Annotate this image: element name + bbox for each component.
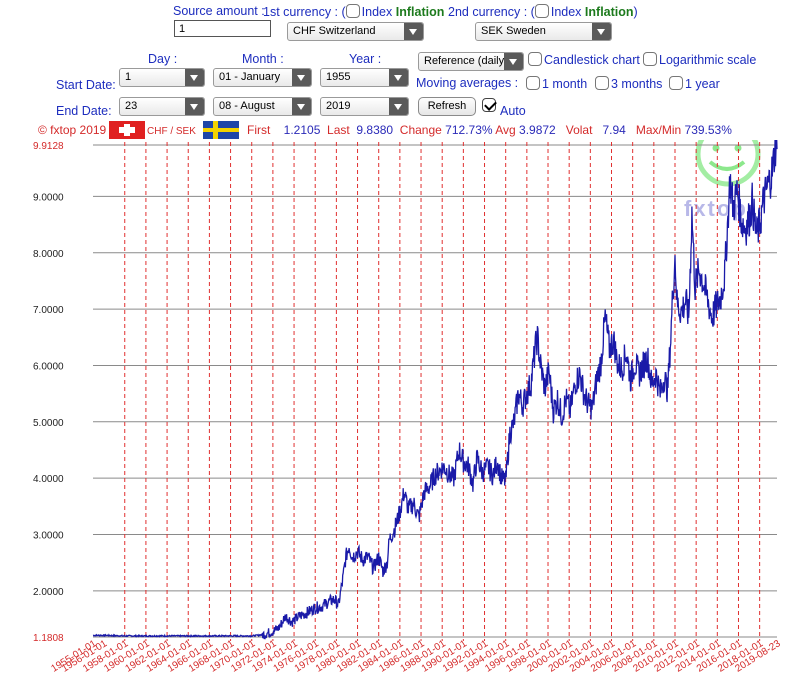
y-tick-label: 2.0000 bbox=[33, 587, 64, 598]
reference-select[interactable]: Reference (daily) bbox=[418, 52, 524, 71]
swiss-flag-icon bbox=[109, 121, 145, 139]
y-tick-label: 5.0000 bbox=[33, 418, 64, 429]
y-tick-label: 4.0000 bbox=[33, 474, 64, 485]
last-label: Last bbox=[327, 123, 350, 137]
volat-label: Volat bbox=[565, 123, 593, 137]
start-date-label: Start Date: bbox=[56, 78, 116, 92]
y-tick-label: 9.9128 bbox=[33, 141, 64, 152]
auto-option[interactable] bbox=[482, 98, 498, 113]
second-currency-text: 2nd currency : ( bbox=[448, 5, 535, 19]
start-day-select[interactable]: 1 bbox=[119, 68, 205, 87]
start-year-value: 1955 bbox=[326, 71, 351, 83]
ma-1-month-label: 1 month bbox=[542, 77, 588, 91]
auto-checkbox[interactable] bbox=[482, 98, 496, 112]
first-currency-index-label: Index bbox=[361, 5, 393, 19]
refresh-button[interactable]: Refresh bbox=[418, 97, 476, 116]
first-currency-select[interactable]: CHF Switzerland bbox=[287, 22, 424, 41]
first-currency-value: CHF Switzerland bbox=[293, 25, 376, 37]
ma-1-year-label: 1 year bbox=[685, 77, 720, 91]
start-month-value: 01 - January bbox=[219, 71, 281, 83]
candlestick-checkbox[interactable] bbox=[528, 52, 542, 66]
second-currency-index-label: Index bbox=[550, 5, 582, 19]
end-month-value: 08 - August bbox=[219, 100, 275, 112]
volat-value: 7.94 bbox=[602, 123, 626, 137]
source-amount-input[interactable] bbox=[174, 20, 271, 37]
candlestick-label: Candlestick chart bbox=[544, 53, 640, 67]
chevron-down-icon bbox=[404, 23, 423, 40]
chevron-down-icon bbox=[592, 23, 611, 40]
chevron-down-icon bbox=[292, 98, 311, 115]
chevron-down-icon bbox=[185, 69, 204, 86]
end-month-select[interactable]: 08 - August bbox=[213, 97, 312, 116]
chevron-down-icon bbox=[185, 98, 204, 115]
log-scale-checkbox[interactable] bbox=[643, 52, 657, 66]
maxmin-value: 739.53% bbox=[684, 123, 732, 137]
change-value: 712.73% bbox=[445, 123, 493, 137]
y-tick-label: 6.0000 bbox=[33, 361, 64, 372]
second-currency-label: 2nd currency : ( Index Inflation) bbox=[448, 4, 638, 19]
chevron-down-icon bbox=[389, 98, 408, 115]
chevron-down-icon bbox=[504, 53, 523, 70]
ma-1-year-checkbox[interactable] bbox=[669, 76, 683, 90]
second-currency-close-paren: ) bbox=[633, 5, 638, 19]
maxmin-label: Max/Min bbox=[635, 123, 682, 137]
first-value: 1.2105 bbox=[283, 123, 321, 137]
source-amount-label: Source amount : bbox=[173, 4, 265, 18]
chevron-down-icon bbox=[389, 69, 408, 86]
stats-line: First 1.2105 Last 9.8380 Change 712.73% … bbox=[247, 123, 732, 137]
first-currency-inflation-label: Inflation bbox=[395, 5, 445, 19]
chevron-down-icon bbox=[292, 69, 311, 86]
first-label: First bbox=[247, 123, 271, 137]
ma-3-months-option[interactable]: 3 months bbox=[595, 76, 662, 91]
y-tick-label: 7.0000 bbox=[33, 305, 64, 316]
ma-1-month-option[interactable]: 1 month bbox=[526, 76, 587, 91]
change-label: Change bbox=[399, 123, 442, 137]
last-value: 9.8380 bbox=[356, 123, 394, 137]
day-label: Day : bbox=[148, 52, 178, 66]
ma-1-month-checkbox[interactable] bbox=[526, 76, 540, 90]
end-year-value: 2019 bbox=[326, 100, 351, 112]
y-tick-label: 1.1808 bbox=[33, 633, 64, 644]
start-month-select[interactable]: 01 - January bbox=[213, 68, 312, 87]
end-date-label: End Date: bbox=[56, 104, 112, 118]
log-scale-label: Logarithmic scale bbox=[659, 53, 757, 67]
auto-label: Auto bbox=[500, 104, 526, 118]
end-day-value: 23 bbox=[125, 100, 138, 112]
log-scale-option[interactable]: Logarithmic scale bbox=[643, 52, 756, 67]
swedish-flag-icon bbox=[203, 121, 239, 139]
start-year-select[interactable]: 1955 bbox=[320, 68, 409, 87]
exchange-rate-chart: fxtop 1.1808 2.0000 3.0000 4.0000 5.0000 6.00… bbox=[33, 140, 783, 675]
first-currency-text: 1st currency : ( bbox=[263, 5, 346, 19]
end-day-select[interactable]: 23 bbox=[119, 97, 205, 116]
copyright-text: © fxtop 2019 bbox=[38, 123, 107, 137]
second-currency-select[interactable]: SEK Sweden bbox=[475, 22, 612, 41]
second-currency-index-checkbox[interactable] bbox=[534, 4, 549, 18]
first-currency-index-checkbox[interactable] bbox=[345, 4, 360, 18]
ma-1-year-option[interactable]: 1 year bbox=[669, 76, 720, 91]
ma-3-months-checkbox[interactable] bbox=[595, 76, 609, 90]
second-currency-value: SEK Sweden bbox=[481, 25, 546, 37]
y-tick-label: 8.0000 bbox=[33, 249, 64, 260]
candlestick-option[interactable]: Candlestick chart bbox=[528, 52, 640, 67]
end-year-select[interactable]: 2019 bbox=[320, 97, 409, 116]
avg-value: 3.9872 bbox=[519, 123, 556, 137]
start-day-value: 1 bbox=[125, 71, 132, 83]
ma-3-months-label: 3 months bbox=[611, 77, 663, 91]
y-tick-label: 9.0000 bbox=[33, 192, 64, 203]
moving-averages-label: Moving averages : bbox=[416, 76, 519, 90]
month-label: Month : bbox=[242, 52, 284, 66]
reference-value: Reference (daily) bbox=[424, 55, 508, 67]
y-tick-label: 3.0000 bbox=[33, 530, 64, 541]
year-label: Year : bbox=[349, 52, 382, 66]
first-currency-label: 1st currency : ( Index Inflation bbox=[263, 4, 444, 19]
second-currency-inflation-label: Inflation bbox=[584, 5, 634, 19]
chf-sek-series-line bbox=[92, 140, 778, 640]
currency-pair: CHF / SEK bbox=[147, 126, 196, 137]
fxtop-smiley-logo: fxtop bbox=[684, 140, 761, 221]
avg-label: Avg bbox=[495, 123, 516, 137]
